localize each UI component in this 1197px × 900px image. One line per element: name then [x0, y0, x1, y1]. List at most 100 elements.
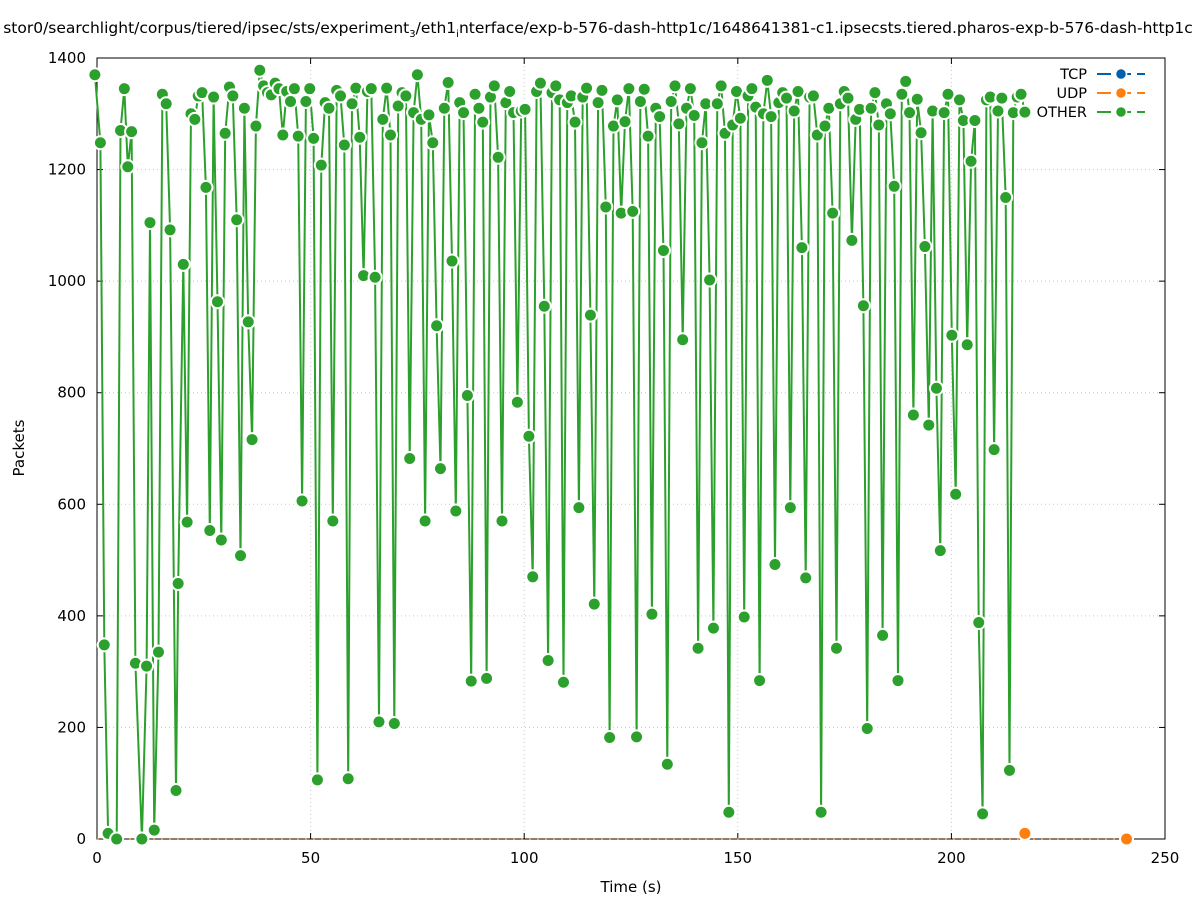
data-point-other	[759, 72, 775, 88]
data-point-other	[736, 609, 752, 625]
data-point-other	[471, 100, 487, 116]
data-point-other	[336, 137, 352, 153]
data-point-other	[363, 81, 379, 97]
data-point-other	[162, 222, 178, 238]
data-point-other	[871, 117, 887, 133]
data-point-other	[840, 90, 856, 106]
axis-ticks: 0 50 100 150 200 250 0 200 400 600 800 1000 1200 1400	[48, 49, 1180, 867]
legend-marker-tcp	[1114, 67, 1128, 81]
data-point-other	[96, 637, 112, 653]
data-point-other	[429, 318, 445, 334]
data-point-other	[556, 674, 572, 690]
x-tick-label: 50	[301, 849, 320, 867]
data-point-other	[713, 78, 729, 94]
data-point-udp	[1119, 831, 1135, 847]
data-point-other	[721, 804, 737, 820]
plot-frame	[96, 57, 1166, 840]
series-layer	[87, 62, 1135, 847]
data-point-other	[986, 442, 1002, 458]
data-point-other	[134, 831, 150, 847]
data-point-other	[932, 543, 948, 559]
data-point-other	[998, 189, 1014, 205]
data-point-other	[479, 670, 495, 686]
data-point-other	[794, 240, 810, 256]
data-point-other	[490, 149, 506, 165]
legend-label-tcp: TCP	[1059, 67, 1087, 83]
chart-title: stor0/searchlight/corpus/tiered/ipsec/st…	[3, 19, 1193, 40]
data-point-other	[752, 673, 768, 689]
data-point-other	[655, 242, 671, 258]
data-point-other	[517, 101, 533, 117]
data-point-other	[225, 88, 241, 104]
data-point-other	[233, 548, 249, 564]
data-point-other	[663, 94, 679, 110]
data-point-other	[294, 493, 310, 509]
data-point-other	[158, 96, 174, 112]
data-point-other	[187, 111, 203, 127]
data-point-other	[275, 127, 291, 143]
data-point-other	[690, 640, 706, 656]
data-point-other	[379, 80, 395, 96]
data-point-other	[209, 294, 225, 310]
data-point-other	[971, 615, 987, 631]
data-point-other	[142, 215, 158, 231]
x-tick-label: 0	[92, 849, 102, 867]
data-point-other	[609, 92, 625, 108]
data-point-other	[390, 98, 406, 114]
data-point-other	[963, 153, 979, 169]
data-point-other	[686, 107, 702, 123]
data-point-other	[629, 729, 645, 745]
data-point-other	[682, 81, 698, 97]
data-point-other	[120, 159, 136, 175]
data-point-other	[882, 106, 898, 122]
data-point-other	[213, 532, 229, 548]
legend-marker-other	[1114, 105, 1128, 119]
data-point-other	[217, 125, 233, 141]
data-point-other	[421, 107, 437, 123]
data-point-other	[206, 89, 222, 105]
data-point-other	[151, 644, 167, 660]
data-point-other	[705, 620, 721, 636]
data-point-other	[532, 75, 548, 91]
data-point-other	[917, 239, 933, 255]
data-point-other	[936, 105, 952, 121]
data-point-other	[817, 118, 833, 134]
data-point-other	[168, 782, 184, 798]
y-tick-label: 1200	[48, 161, 86, 179]
data-point-other	[333, 88, 349, 104]
data-point-udp	[1017, 825, 1033, 841]
data-point-other	[409, 67, 425, 83]
data-point-other	[948, 486, 964, 502]
data-point-other	[886, 178, 902, 194]
data-point-other	[344, 96, 360, 112]
data-point-other	[502, 83, 518, 99]
data-point-other	[382, 127, 398, 143]
data-point-other	[1001, 762, 1017, 778]
data-point-other	[786, 103, 802, 119]
data-point-other	[290, 128, 306, 144]
data-point-other	[386, 716, 402, 732]
data-point-other	[521, 428, 537, 444]
data-point-other	[116, 81, 132, 97]
data-point-other	[321, 100, 337, 116]
data-point-other	[371, 714, 387, 730]
data-point-other	[975, 806, 991, 822]
data-point-other	[990, 103, 1006, 119]
data-point-other	[763, 109, 779, 125]
data-point-other	[1017, 104, 1033, 120]
data-point-other	[313, 157, 329, 173]
data-point-other	[1013, 86, 1029, 102]
y-tick-label: 1000	[48, 272, 86, 290]
data-point-other	[944, 327, 960, 343]
data-point-other	[325, 513, 341, 529]
data-point-other	[702, 272, 718, 288]
x-tick-label: 100	[510, 849, 539, 867]
y-tick-label: 1400	[48, 49, 86, 67]
data-point-other	[913, 125, 929, 141]
data-point-other	[709, 96, 725, 112]
data-point-other	[798, 570, 814, 586]
legend-label-other: OTHER	[1037, 105, 1087, 121]
data-point-other	[248, 118, 264, 134]
data-point-other	[790, 83, 806, 99]
